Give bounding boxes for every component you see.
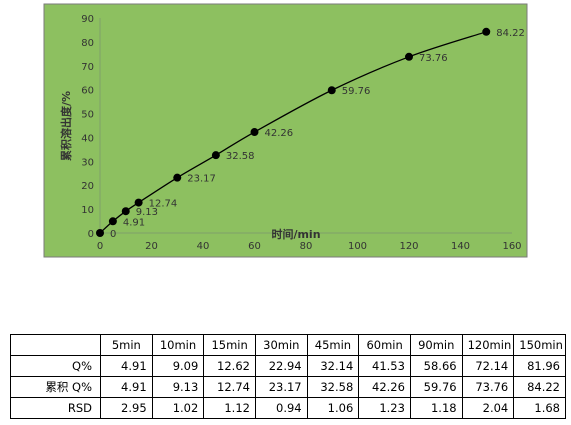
table-row: RSD 2.95 1.02 1.12 0.94 1.06 1.23 1.18 2.04 1.68	[10, 397, 566, 419]
table-cell: 1.68	[513, 397, 566, 419]
table-cell: 1.02	[151, 397, 205, 419]
column-header: 30min	[254, 334, 308, 356]
data-point	[108, 217, 117, 226]
table-cell: 81.96	[513, 355, 566, 377]
x-tick-label: 0	[97, 241, 103, 252]
x-tick-label: 160	[502, 241, 521, 252]
table-cell: 42.26	[358, 376, 411, 398]
column-header: 90min	[409, 334, 463, 356]
data-label: 9.13	[136, 207, 158, 218]
x-tick-label: 80	[300, 241, 313, 252]
x-axis-label: 时间/min	[271, 227, 320, 241]
x-tick-label: 100	[348, 241, 367, 252]
data-label: 84.22	[496, 28, 525, 39]
x-tick-label: 120	[399, 241, 418, 252]
data-point	[327, 86, 336, 95]
table-cell: 22.94	[254, 355, 308, 377]
column-header	[10, 334, 101, 356]
y-tick-label: 90	[81, 14, 94, 25]
data-label: 59.76	[342, 86, 371, 97]
row-label: Q%	[10, 355, 101, 377]
x-tick-label: 20	[145, 241, 158, 252]
y-tick-label: 60	[81, 86, 94, 97]
column-header: 60min	[358, 334, 411, 356]
table-cell: 9.13	[151, 376, 205, 398]
data-point	[121, 207, 130, 216]
x-tick-label: 40	[197, 241, 210, 252]
y-tick-label: 70	[81, 62, 94, 73]
x-tick-label: 140	[451, 241, 470, 252]
dissolution-chart: 0 20 40 60 80 100 120 140 160 0 10 20 30 40 50 60 70 80 9…	[43, 3, 528, 258]
data-point	[250, 128, 259, 137]
table-cell: 2.04	[461, 397, 515, 419]
row-label: 累积 Q%	[10, 376, 101, 398]
table-cell: 32.14	[306, 355, 360, 377]
table-cell: 32.58	[306, 376, 360, 398]
table-row: Q% 4.91 9.09 12.62 22.94 32.14 41.53 58.66 72.14…	[10, 355, 566, 377]
data-point	[211, 151, 220, 160]
data-point	[173, 173, 182, 182]
table-cell: 0.94	[254, 397, 308, 419]
table-cell: 9.09	[151, 355, 205, 377]
table-cell: 1.23	[358, 397, 411, 419]
data-label: 12.74	[149, 199, 178, 210]
data-point	[482, 27, 491, 36]
data-label: 73.76	[419, 53, 448, 64]
table-cell: 1.18	[409, 397, 463, 419]
table-cell: 58.66	[409, 355, 463, 377]
dissolution-curve	[99, 31, 487, 234]
y-tick-label: 80	[81, 38, 94, 49]
y-axis-label: 累积溶出度/%	[59, 91, 73, 161]
table-cell: 4.91	[100, 376, 153, 398]
column-header: 120min	[461, 334, 515, 356]
table-header-row: 5min 10min 15min 30min 45min 60min 90min 120min…	[10, 334, 566, 356]
data-point	[405, 52, 413, 61]
table-cell: 1.06	[306, 397, 360, 419]
data-point	[96, 229, 104, 237]
y-tick-label: 50	[81, 110, 94, 121]
y-tick-label: 10	[81, 205, 94, 216]
data-label: 4.91	[123, 217, 145, 228]
y-tick-label: 20	[81, 181, 94, 192]
table-cell: 4.91	[100, 355, 153, 377]
data-label: 23.17	[187, 174, 216, 185]
column-header: 15min	[203, 334, 256, 356]
column-header: 45min	[306, 334, 360, 356]
column-header: 10min	[151, 334, 205, 356]
y-tick-label: 40	[81, 133, 94, 144]
dissolution-table: 5min 10min 15min 30min 45min 60min 90min 120min…	[10, 334, 566, 419]
x-tick-label: 60	[248, 241, 261, 252]
data-label: 32.58	[226, 151, 255, 162]
column-header: 150min	[513, 334, 566, 356]
column-header: 5min	[100, 334, 153, 356]
data-point	[134, 198, 143, 207]
data-label: 0	[110, 229, 116, 240]
y-tick-label: 30	[81, 157, 94, 168]
row-label: RSD	[10, 397, 101, 419]
table-row: 累积 Q% 4.91 9.13 12.74 23.17 32.58 42.26 59.76 73…	[10, 376, 566, 398]
table-cell: 73.76	[461, 376, 515, 398]
y-tick-label: 0	[88, 229, 94, 240]
table-cell: 12.62	[203, 355, 256, 377]
table-cell: 23.17	[254, 376, 308, 398]
table-cell: 72.14	[461, 355, 515, 377]
table-cell: 84.22	[513, 376, 566, 398]
table-cell: 12.74	[203, 376, 256, 398]
table-cell: 41.53	[358, 355, 411, 377]
table-cell: 1.12	[203, 397, 256, 419]
table-cell: 2.95	[100, 397, 153, 419]
table-cell: 59.76	[409, 376, 463, 398]
data-label: 42.26	[265, 128, 294, 139]
